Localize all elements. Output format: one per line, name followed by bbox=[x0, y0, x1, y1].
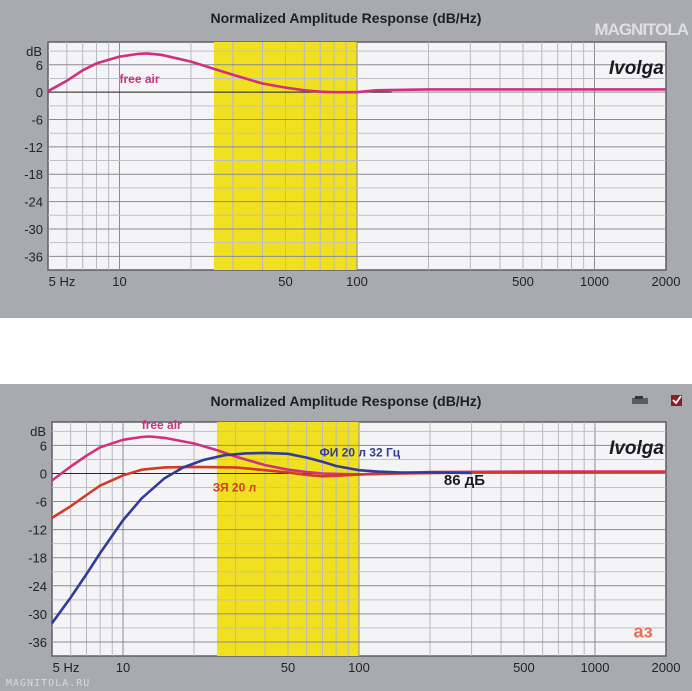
y-unit-label: dB bbox=[26, 44, 42, 59]
series-line bbox=[47, 52, 666, 94]
brand-logo: MAGNITOLA bbox=[594, 20, 689, 39]
annotation: аз bbox=[634, 621, 653, 641]
watermark-label: Ivolga bbox=[609, 58, 664, 79]
x-tick-label: 10 bbox=[112, 274, 126, 289]
watermark-label: Ivolga bbox=[609, 438, 664, 459]
x-tick-label: 50 bbox=[278, 274, 292, 289]
y-tick-label: -36 bbox=[28, 635, 47, 650]
x-tick-label: 500 bbox=[513, 660, 535, 675]
series-label: free air bbox=[142, 418, 182, 432]
y-unit-label: dB bbox=[30, 424, 46, 439]
y-tick-label: 0 bbox=[36, 85, 43, 100]
chart-bottom: dB6 0 -6 -12 -18 -24 -30 -36 5 Hz 10 50 100 500 1000 2… bbox=[28, 418, 681, 675]
series-label: ФИ 20 л 32 Гц bbox=[319, 446, 400, 460]
y-tick-label: -6 bbox=[35, 495, 47, 510]
y-tick-label: -6 bbox=[31, 113, 43, 128]
grid bbox=[48, 42, 666, 270]
y-tick-label: -36 bbox=[24, 249, 43, 264]
x-tick-label: 100 bbox=[346, 274, 368, 289]
x-tick-label: 5 Hz bbox=[53, 660, 80, 675]
y-tick-label: -30 bbox=[28, 607, 47, 622]
y-tick-label: -18 bbox=[24, 167, 43, 182]
x-tick-label: 1000 bbox=[581, 660, 610, 675]
grid bbox=[52, 422, 666, 656]
x-tick-label: 100 bbox=[348, 660, 370, 675]
x-tick-label: 10 bbox=[116, 660, 130, 675]
disk-icon[interactable] bbox=[630, 395, 652, 406]
y-tick-label: 0 bbox=[40, 466, 47, 481]
y-tick-label: -24 bbox=[28, 579, 47, 594]
series-label: ЗЯ 20 л bbox=[213, 480, 256, 494]
chart-panel-bottom: Normalized Amplitude Response (dB/Hz) dB… bbox=[0, 384, 692, 691]
chart-top: dB6 0 -6 -12 -18 -24 -30 -36 5 Hz 10 50 100 500 1000 2… bbox=[24, 41, 681, 289]
y-tick-label: -12 bbox=[28, 523, 47, 538]
x-tick-label: 500 bbox=[512, 274, 534, 289]
x-tick-label: 2000 bbox=[652, 274, 681, 289]
series-label: free air bbox=[119, 72, 159, 86]
x-tick-label: 5 Hz bbox=[49, 274, 76, 289]
annotation: 86 дБ bbox=[444, 472, 485, 489]
y-tick-label: -12 bbox=[24, 140, 43, 155]
y-tick-label: -18 bbox=[28, 551, 47, 566]
y-tick-label: 6 bbox=[40, 438, 47, 453]
chart-title: Normalized Amplitude Response (dB/Hz) bbox=[210, 10, 482, 26]
check-icon[interactable] bbox=[671, 395, 682, 406]
chart-title: Normalized Amplitude Response (dB/Hz) bbox=[210, 393, 482, 409]
x-tick-label: 50 bbox=[281, 660, 295, 675]
x-tick-label: 2000 bbox=[652, 660, 681, 675]
series-line bbox=[51, 465, 667, 520]
series-line bbox=[50, 451, 472, 624]
y-tick-label: -24 bbox=[24, 195, 43, 210]
y-tick-label: 6 bbox=[36, 58, 43, 73]
chart-panel-top: Normalized Amplitude Response (dB/Hz) MA… bbox=[0, 0, 692, 318]
y-tick-label: -30 bbox=[24, 222, 43, 237]
watermark: MAGNITOLA.RU bbox=[6, 678, 91, 689]
x-tick-label: 1000 bbox=[580, 274, 609, 289]
